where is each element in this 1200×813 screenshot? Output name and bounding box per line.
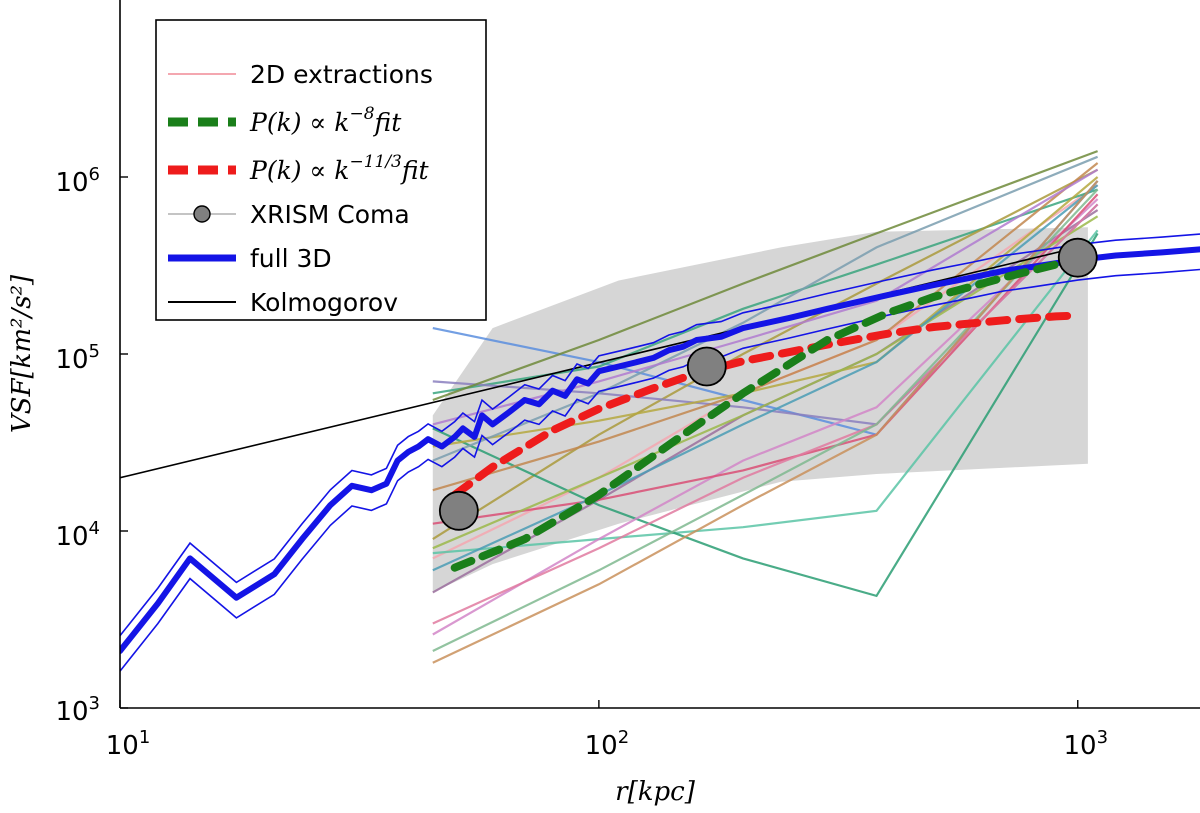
legend-label-full3d: full 3D	[250, 244, 332, 273]
xrism-point-2	[686, 346, 727, 387]
extraction-line-14	[432, 215, 1099, 550]
y-tick-label-2: 104	[55, 518, 100, 552]
xrism-point-1	[438, 490, 479, 531]
extraction-line-17	[432, 150, 1098, 402]
x-axis-label: r[kpc]	[615, 777, 696, 807]
extraction-line-20	[432, 180, 1099, 664]
fit-k-8-line	[450, 253, 1082, 572]
fit-k-11-3-line	[450, 311, 1082, 499]
extraction-line-9	[432, 198, 1099, 636]
extraction-line-4	[432, 168, 1099, 541]
xrism-point-3	[1057, 237, 1098, 278]
extraction-line-7	[432, 232, 1099, 598]
legend-label-xrism: XRISM Coma	[250, 200, 410, 229]
y-tick-label-4: 106	[55, 164, 100, 198]
extraction-line-18	[432, 188, 1099, 652]
x-tick-label-3: 103	[1063, 727, 1108, 761]
x-tick-label-1: 101	[106, 727, 151, 761]
x-tick-label-2: 102	[585, 727, 630, 761]
full3d-line	[120, 246, 1200, 654]
legend-label-extractions: 2D extractions	[250, 60, 433, 89]
y-axis-label: VSF[km²/s²]	[7, 274, 37, 433]
legend-swatch-xrism	[193, 205, 211, 223]
legend-label-fit8: P(k) ∝ k−8fit	[249, 104, 402, 137]
extraction-line-12	[432, 155, 1099, 462]
legend-label-kolmogorov: Kolmogorov	[250, 288, 398, 317]
y-tick-label-3: 105	[55, 341, 100, 375]
y-tick-label-1: 103	[55, 693, 100, 727]
full3d-upper-envelope	[120, 233, 1200, 637]
legend-label-fit113: P(k) ∝ k−11/3fit	[249, 152, 430, 185]
extraction-line-6	[432, 229, 1099, 555]
extraction-line-15	[432, 184, 1099, 572]
extraction-line-11	[432, 193, 1099, 525]
